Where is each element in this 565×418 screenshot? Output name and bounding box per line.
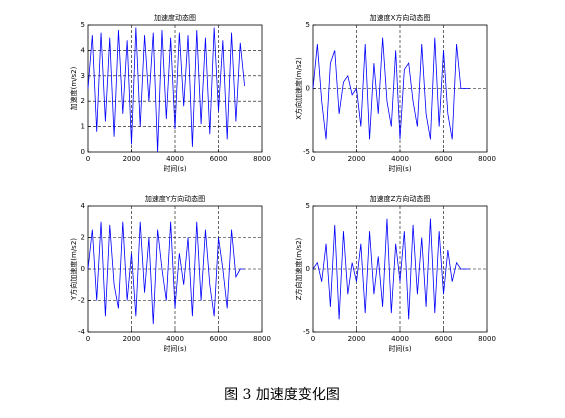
- chart-title: 加速度Y方向动态图: [145, 194, 205, 203]
- x-axis-label: 时间(s): [163, 344, 186, 353]
- y-tick-label: 0: [306, 265, 310, 273]
- data-line: [87, 221, 245, 325]
- x-tick-label: 6000: [210, 335, 228, 343]
- y-tick-label: -5: [303, 328, 310, 336]
- x-tick-label: 4000: [166, 335, 184, 343]
- data-line: [312, 218, 470, 320]
- x-tick-label: 6000: [435, 335, 453, 343]
- x-tick-label: 4000: [391, 155, 409, 163]
- y-tick-label: 2: [81, 97, 85, 105]
- x-tick-label: 2000: [348, 335, 366, 343]
- y-tick-label: 5: [81, 21, 85, 29]
- y-axis-label: X方向加速度(m/s2): [294, 57, 303, 120]
- y-tick-label: 3: [81, 72, 85, 80]
- y-tick-label: -4: [78, 328, 86, 336]
- chart-title: 加速度Z方向动态图: [370, 194, 431, 203]
- y-tick-label: 0: [81, 148, 85, 156]
- chart-title: 加速度动态图: [154, 13, 196, 22]
- y-axis-label: Y方向加速度(m/s2): [69, 238, 78, 301]
- x-axis-label: 时间(s): [388, 344, 411, 353]
- x-tick-label: 6000: [435, 155, 453, 163]
- y-tick-label: 1: [81, 123, 85, 131]
- x-tick-label: 8000: [253, 155, 271, 163]
- x-tick-label: 0: [86, 335, 90, 343]
- y-tick-label: 2: [81, 234, 85, 242]
- y-tick-label: 4: [81, 46, 86, 54]
- x-tick-label: 4000: [391, 335, 409, 343]
- x-tick-label: 6000: [210, 155, 228, 163]
- x-tick-label: 2000: [123, 335, 141, 343]
- x-tick-label: 2000: [123, 155, 141, 163]
- x-axis-label: 时间(s): [163, 164, 186, 173]
- y-tick-label: 0: [81, 265, 85, 273]
- y-tick-label: -2: [78, 297, 85, 305]
- figure-caption: 图 3 加速度变化图: [224, 387, 340, 403]
- y-axis-label: 加速度(m/s2): [69, 66, 78, 110]
- y-tick-label: 5: [306, 21, 310, 29]
- y-tick-label: 4: [81, 202, 86, 210]
- x-tick-label: 8000: [478, 155, 496, 163]
- x-axis-label: 时间(s): [388, 164, 411, 173]
- x-tick-label: 8000: [253, 335, 271, 343]
- y-tick-label: 0: [306, 85, 310, 93]
- x-tick-label: 4000: [166, 155, 184, 163]
- x-tick-label: 8000: [478, 335, 496, 343]
- y-tick-label: -5: [303, 148, 310, 156]
- x-tick-label: 0: [311, 335, 315, 343]
- chart-title: 加速度X方向动态图: [370, 13, 431, 22]
- x-tick-label: 0: [86, 155, 90, 163]
- x-tick-label: 2000: [348, 155, 366, 163]
- data-line: [87, 27, 245, 153]
- data-line: [312, 37, 470, 140]
- y-tick-label: 5: [306, 202, 310, 210]
- y-axis-label: Z方向加速度(m/s2): [294, 237, 303, 300]
- x-tick-label: 0: [311, 155, 315, 163]
